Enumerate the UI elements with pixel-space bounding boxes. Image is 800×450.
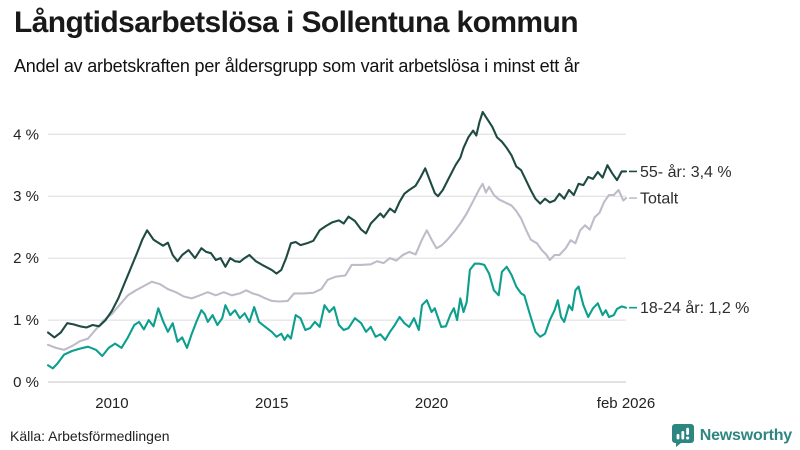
- source-note: Källa: Arbetsförmedlingen: [10, 428, 170, 444]
- series-line-totalt: [46, 182, 628, 351]
- x-tick-label: 2015: [255, 395, 288, 412]
- y-tick-label: 1 %: [13, 312, 39, 329]
- series-label-55: 55- år: 3,4 %: [640, 163, 732, 181]
- chart-subtitle: Andel av arbetskraften per åldersgrupp s…: [14, 56, 580, 76]
- page-title: Långtidsarbetslösa i Sollentuna kommun: [14, 6, 579, 39]
- newsworthy-logo: Newsworthy: [671, 424, 792, 447]
- series-label-18-24: 18-24 år: 1,2 %: [640, 299, 749, 317]
- series-line-55: [46, 110, 628, 339]
- x-tick-label: 2010: [95, 395, 128, 412]
- y-tick-label: 0 %: [13, 374, 39, 391]
- x-tick-label: 2020: [415, 395, 448, 412]
- series-line-18-24: [46, 262, 628, 370]
- y-tick-label: 3 %: [13, 188, 39, 205]
- series-label-totalt: Totalt: [640, 191, 679, 208]
- x-tick-label: feb 2026: [597, 395, 655, 412]
- newsworthy-chart-bubble-icon: [671, 424, 694, 447]
- newsworthy-wordmark: Newsworthy: [699, 426, 792, 444]
- y-tick-label: 2 %: [13, 250, 39, 267]
- y-tick-label: 4 %: [13, 126, 39, 143]
